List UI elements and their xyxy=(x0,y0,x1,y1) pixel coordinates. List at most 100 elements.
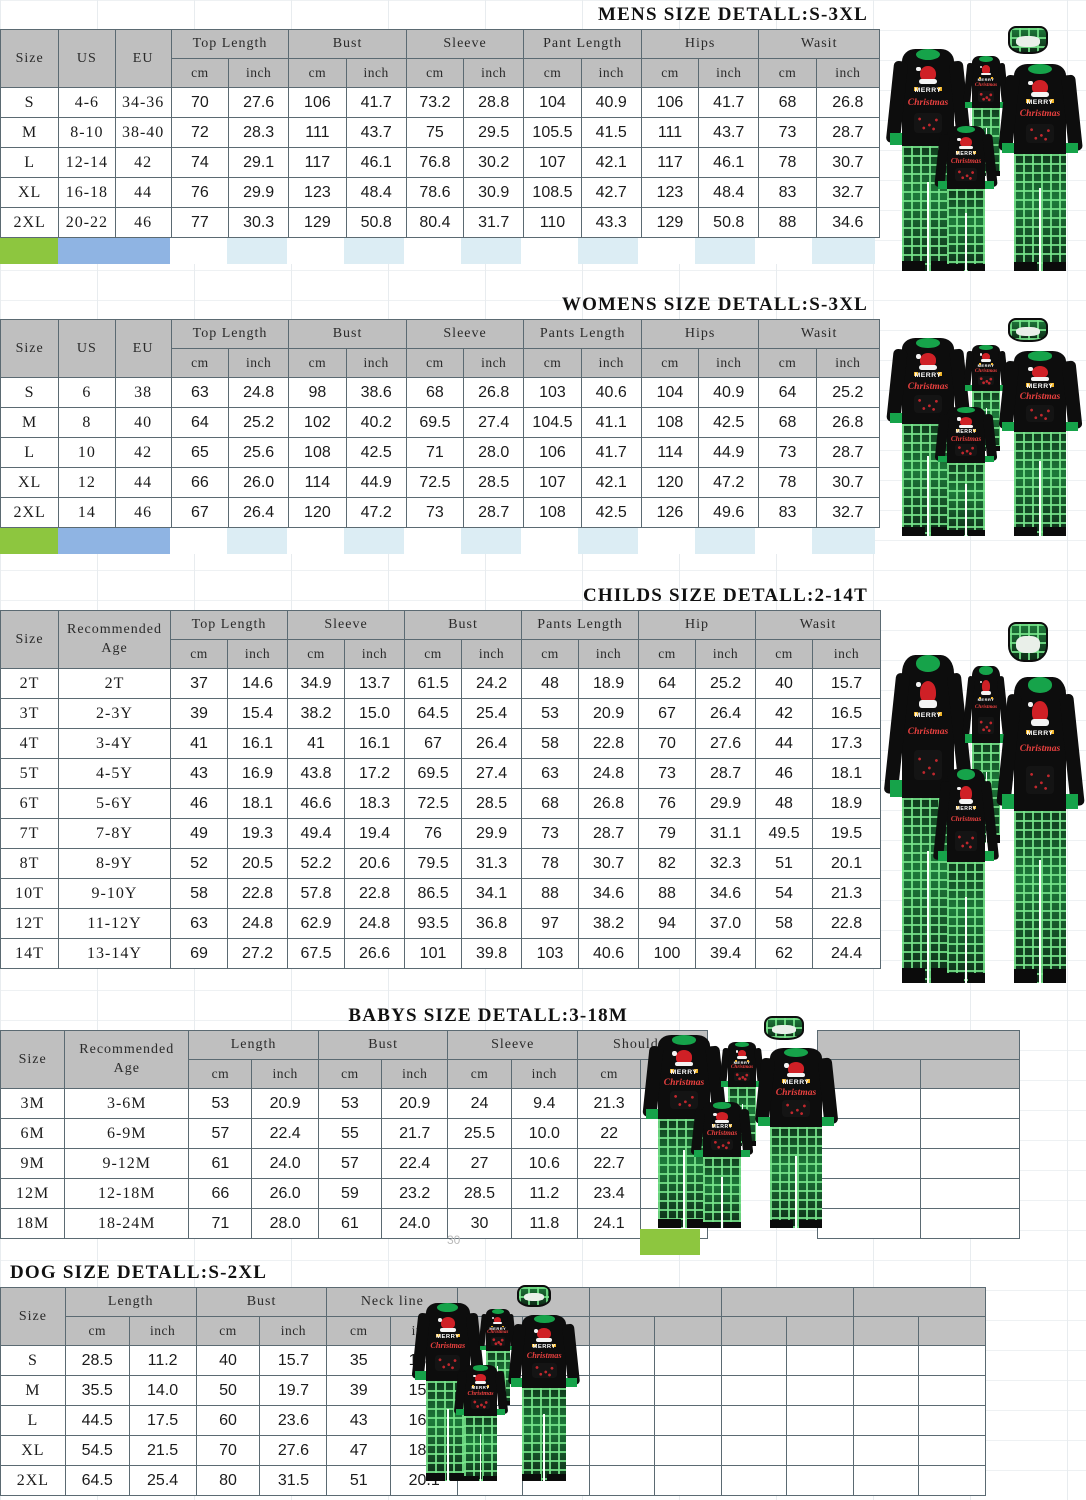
cell-measure-inch: 41.5 xyxy=(580,117,642,148)
cell-measure-inch: 11.2 xyxy=(510,1178,579,1209)
mens-tail-strip xyxy=(0,238,880,264)
cell-size: XL xyxy=(0,1435,66,1466)
cell-measure-cm: 114 xyxy=(288,467,347,498)
cell-size: 4T xyxy=(0,728,59,759)
cell-measure-inch: 9.4 xyxy=(510,1088,579,1119)
extra-empty-cell xyxy=(853,1345,919,1376)
unit-cm: cm xyxy=(523,348,582,378)
cell-measure-inch: 28.7 xyxy=(815,117,881,148)
group-header-top-length: Top Length xyxy=(169,610,289,640)
cell-measure-inch: 50.8 xyxy=(345,207,407,238)
unit-cm: cm xyxy=(404,639,463,669)
unit-inch: inch xyxy=(695,639,757,669)
cell-measure-inch: 25.2 xyxy=(815,377,881,408)
graphic-christmas-text: Christmas xyxy=(907,725,949,737)
santa-hat-brim-icon xyxy=(1030,376,1050,381)
cell-measure-inch: 28.0 xyxy=(463,437,525,468)
cell-measure-cm: 93.5 xyxy=(404,908,463,939)
cell-measure-cm: 67 xyxy=(404,728,463,759)
table-childs: Size Recommended Age Top Length Sleeve B… xyxy=(0,610,882,969)
group-header-bust: Bust xyxy=(317,1030,449,1060)
cell-size-identifier: 12-18M xyxy=(64,1178,190,1209)
stray-cell-value: 30 xyxy=(447,1233,461,1247)
table-row: 2T 2T 37 14.6 34.9 13.7 61.5 24.2 48 18.9 64 25.2 40… xyxy=(0,668,882,699)
cell-measure-cm: 108 xyxy=(640,407,700,438)
graphic-ornament-dots xyxy=(978,375,994,386)
unit-cm: cm xyxy=(640,348,700,378)
pajama-cuff-right xyxy=(566,1378,577,1387)
pajama-set: MERRY Christmas xyxy=(998,351,1082,536)
unit-inch: inch xyxy=(463,348,525,378)
unit-inch: inch xyxy=(226,639,289,669)
graphic-christmas-text: Christmas xyxy=(907,380,949,392)
table-row: 6T 5-6Y 46 18.1 46.6 18.3 72.5 28.5 68 26.8 76 29.9… xyxy=(0,788,882,819)
graphic-christmas-text: Christmas xyxy=(430,1341,466,1351)
extra-empty-cell xyxy=(853,1375,919,1406)
cell-measure-inch: 25.4 xyxy=(128,1465,197,1496)
extra-unit-blank xyxy=(917,1316,987,1346)
cell-measure-inch: 28.7 xyxy=(463,497,525,528)
unit-cm: cm xyxy=(758,348,817,378)
cell-size-identifier: 44 xyxy=(114,467,172,498)
beanie-brim xyxy=(1016,636,1040,654)
cell-measure-inch: 27.6 xyxy=(227,87,290,118)
matching-beanie-hat xyxy=(1008,622,1048,663)
pants-leg-gap xyxy=(1039,461,1042,536)
cell-measure-inch: 28.8 xyxy=(463,87,525,118)
cell-measure-cm: 104 xyxy=(523,87,582,118)
cell-measure-inch: 25.2 xyxy=(695,668,757,699)
cell-measure-inch: 15.7 xyxy=(259,1345,328,1376)
cell-measure-inch: 34.6 xyxy=(695,878,757,909)
unit-inch: inch xyxy=(510,1059,579,1089)
cell-measure-inch: 42.7 xyxy=(580,177,642,208)
cell-measure-cm: 63 xyxy=(170,377,230,408)
extra-empty-cell xyxy=(721,1345,787,1376)
extra-empty-cell xyxy=(917,1465,987,1496)
group-header-sleeve: Sleeve xyxy=(287,610,406,640)
cell-measure-inch: 28.7 xyxy=(695,758,757,789)
santa-hat-pompom-icon xyxy=(1028,702,1033,707)
cell-measure-inch: 46.1 xyxy=(698,147,760,178)
cell-size-identifier: 7-8Y xyxy=(58,818,171,849)
cell-measure-inch: 40.2 xyxy=(345,407,407,438)
unit-inch: inch xyxy=(698,348,760,378)
group-header-hip: Hip xyxy=(638,610,757,640)
cell-measure-inch: 40.6 xyxy=(580,377,642,408)
cell-measure-cm: 41 xyxy=(170,728,228,759)
cell-size: 9M xyxy=(0,1148,66,1179)
pajama-cuff-left xyxy=(965,385,972,391)
santa-hat-pompom-icon xyxy=(672,1051,677,1056)
graphic-merry-text: MERRY xyxy=(1026,99,1054,107)
pants-ankle-cuff-right xyxy=(482,1475,498,1481)
cell-measure-inch: 15.7 xyxy=(812,668,882,699)
unit-cm: cm xyxy=(170,58,230,88)
cell-measure-cm: 51 xyxy=(326,1465,392,1496)
santa-hat-pompom-icon xyxy=(979,353,983,356)
cell-measure-inch: 29.5 xyxy=(463,117,525,148)
graphic-christmas-text: Christmas xyxy=(950,157,982,166)
cell-measure-inch: 43.3 xyxy=(580,207,642,238)
group-header-sleeve: Sleeve xyxy=(405,319,525,349)
col-header-recommended-age: Recommended Age xyxy=(64,1030,190,1089)
cell-measure-inch: 26.6 xyxy=(344,938,406,969)
cell-measure-cm: 83 xyxy=(758,177,817,208)
cell-measure-cm: 86.5 xyxy=(404,878,463,909)
cell-measure-inch: 29.9 xyxy=(227,177,290,208)
unit-inch: inch xyxy=(461,639,523,669)
product-photo-babys: MERRY Christmas MERRY Christmas MERRY Christm… xyxy=(640,1016,840,1232)
cell-measure-cm: 54.5 xyxy=(64,1435,130,1466)
cell-size: L xyxy=(0,147,60,178)
graphic-merry-text: MERRY xyxy=(1026,383,1054,391)
cell-measure-cm: 68 xyxy=(521,788,580,819)
extra-unit-blank xyxy=(785,1316,855,1346)
extra-empty-cell xyxy=(917,1405,987,1436)
cell-measure-cm: 25.5 xyxy=(447,1118,512,1149)
santa-hat-brim-icon xyxy=(736,1056,748,1059)
cell-measure-inch: 18.9 xyxy=(578,668,640,699)
cell-measure-inch: 47.2 xyxy=(698,467,760,498)
cell-measure-cm: 129 xyxy=(640,207,700,238)
cell-measure-inch: 16.5 xyxy=(812,698,882,729)
unit-cm: cm xyxy=(405,348,465,378)
unit-inch: inch xyxy=(345,58,407,88)
